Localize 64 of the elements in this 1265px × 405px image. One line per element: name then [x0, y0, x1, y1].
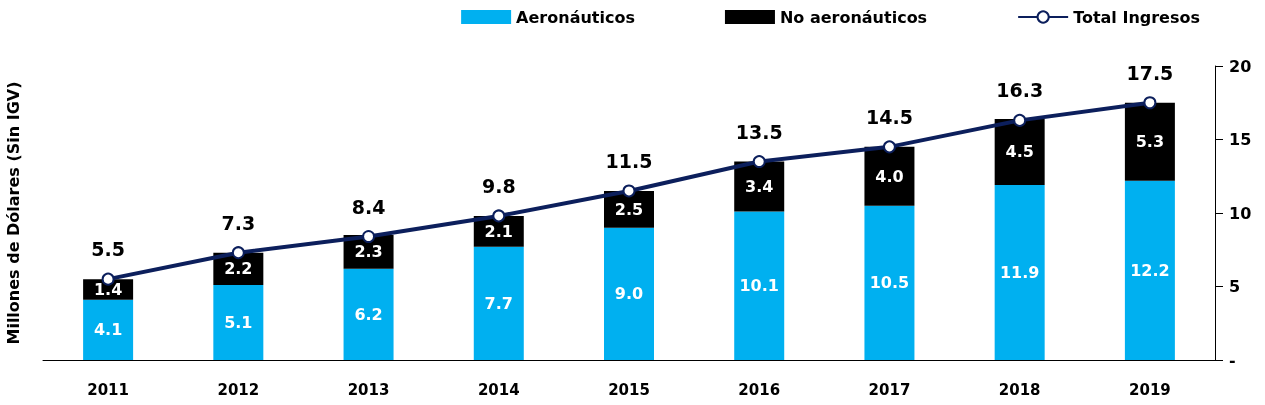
data-label: 2.2 — [224, 259, 253, 279]
x-tick-label: 2016 — [738, 380, 781, 399]
data-label: 3.4 — [745, 177, 774, 197]
x-tick-label: 2014 — [477, 380, 520, 399]
data-label: 6.2 — [354, 304, 383, 324]
bar — [213, 285, 264, 360]
point — [231, 246, 245, 260]
point — [622, 184, 636, 198]
data-label: 17.5 — [1126, 61, 1174, 84]
legend-label: No aeronáuticos — [779, 7, 928, 27]
data-label: 7.7 — [484, 293, 513, 313]
y-axis-title: Millones de Dólares (Sin IGV) — [3, 81, 23, 345]
x-tick-label: 2019 — [1129, 380, 1171, 399]
data-label: 10.5 — [869, 273, 910, 293]
point — [362, 230, 376, 244]
data-label: 5.1 — [224, 313, 253, 333]
x-tick-label: 2013 — [347, 380, 390, 399]
y-tick-label: - — [1229, 350, 1236, 370]
data-label: 2.1 — [484, 221, 513, 241]
data-label: 8.4 — [351, 195, 386, 218]
data-label: 5.3 — [1135, 132, 1165, 152]
bar — [864, 146, 915, 206]
data-label: 16.3 — [996, 79, 1044, 102]
bar — [343, 268, 394, 360]
data-label: 2.5 — [614, 199, 644, 219]
bar — [734, 211, 785, 360]
data-label: 11.9 — [999, 263, 1040, 283]
data-label: 4.1 — [93, 320, 123, 340]
data-label: 5.5 — [91, 238, 125, 261]
x-tick-label: 2012 — [217, 380, 260, 399]
data-label: 4.5 — [1005, 142, 1034, 162]
data-label: 1.4 — [93, 279, 123, 299]
point — [752, 155, 766, 169]
x-tick-label: 2017 — [868, 380, 911, 399]
y-tick-label: 10 — [1229, 203, 1252, 223]
data-label: 11.5 — [605, 149, 653, 172]
data-label: 12.2 — [1130, 260, 1170, 280]
data-label: 2.3 — [354, 242, 383, 262]
point — [1013, 113, 1027, 127]
y-tick-label: 5 — [1229, 277, 1241, 296]
data-label: 10.1 — [739, 276, 779, 296]
y-tick-label: 15 — [1229, 130, 1252, 149]
data-label: 13.5 — [735, 120, 783, 143]
data-label: 14.5 — [866, 105, 913, 128]
data-label: 4.0 — [875, 166, 904, 186]
y-tick-label: 20 — [1229, 56, 1252, 76]
bar — [1124, 102, 1175, 181]
x-tick-label: 2015 — [608, 380, 650, 399]
bar — [83, 299, 134, 360]
point — [492, 209, 506, 223]
data-label: 9.0 — [614, 284, 644, 304]
data-label: 7.3 — [221, 211, 256, 234]
point — [882, 140, 896, 154]
bar — [604, 227, 654, 360]
bar — [1124, 180, 1175, 360]
x-tick-label: 2011 — [87, 380, 129, 399]
bar — [473, 246, 524, 360]
bar — [864, 205, 915, 360]
data-label: 9.8 — [481, 174, 516, 197]
bar — [994, 185, 1045, 360]
legend-label: Aeronáuticos — [516, 7, 635, 27]
legend-label: Total Ingresos — [1073, 7, 1200, 27]
x-tick-label: 2018 — [998, 380, 1041, 399]
point — [1143, 96, 1157, 110]
